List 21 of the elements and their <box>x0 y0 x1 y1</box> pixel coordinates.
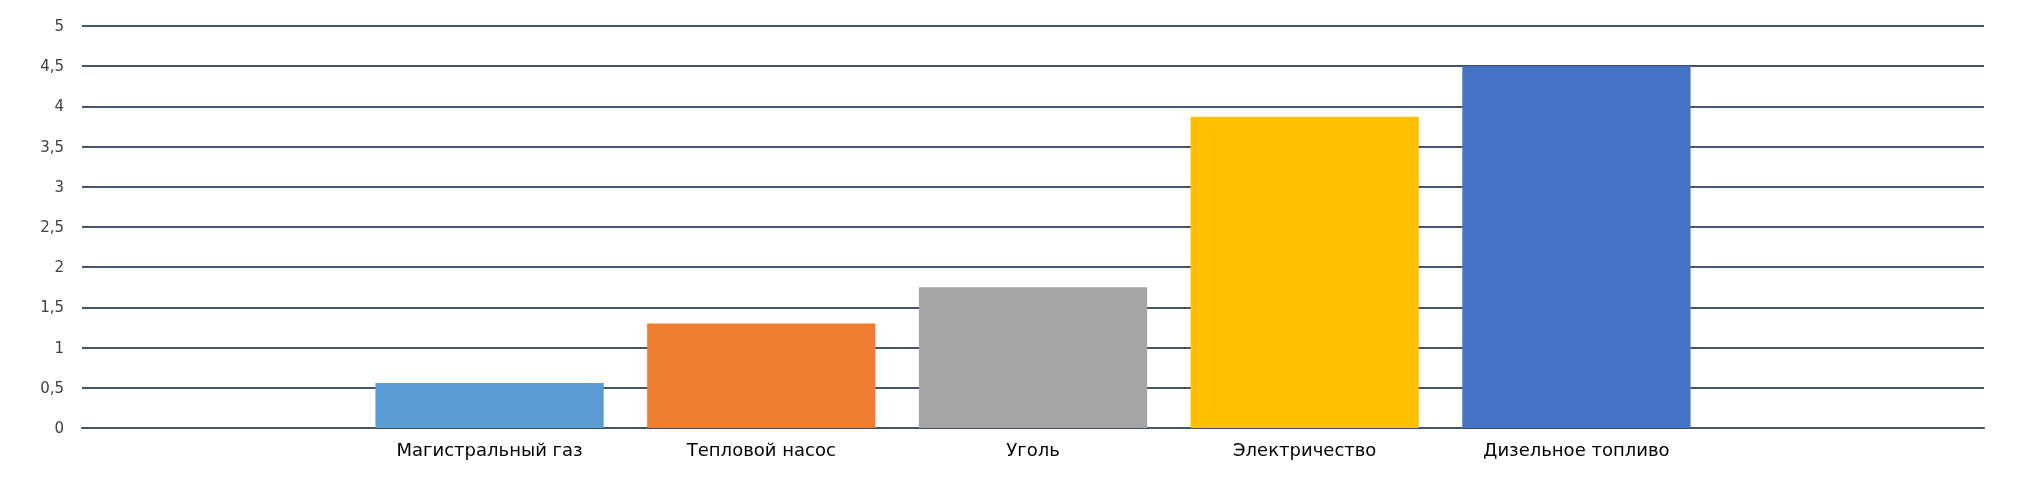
x-tick-label: Магистральный газ <box>396 438 583 460</box>
y-tick-label: 2 <box>54 258 64 277</box>
x-tick-label: Электричество <box>1233 438 1377 460</box>
bar <box>375 382 604 428</box>
bar <box>1462 66 1691 428</box>
y-tick-label: 4,5 <box>40 57 64 76</box>
y-tick-label: 1 <box>54 338 64 357</box>
bar <box>1190 116 1419 428</box>
y-tick-label: 4 <box>54 97 64 116</box>
y-tick-label: 3,5 <box>40 137 64 156</box>
x-tick-label: Уголь <box>1006 438 1060 460</box>
y-tick-label: 2,5 <box>40 218 64 236</box>
x-tick-label: Дизельное топливо <box>1483 438 1670 460</box>
y-tick-label: 5 <box>54 17 64 35</box>
y-tick-label: 3 <box>54 177 64 196</box>
bar <box>647 323 876 428</box>
y-tick-label: 0,5 <box>40 378 64 397</box>
bar <box>918 287 1148 428</box>
y-tick-label: 0 <box>54 419 64 437</box>
x-tick-label: Тепловой насос <box>685 438 836 460</box>
y-tick-label: 1,5 <box>40 298 64 317</box>
